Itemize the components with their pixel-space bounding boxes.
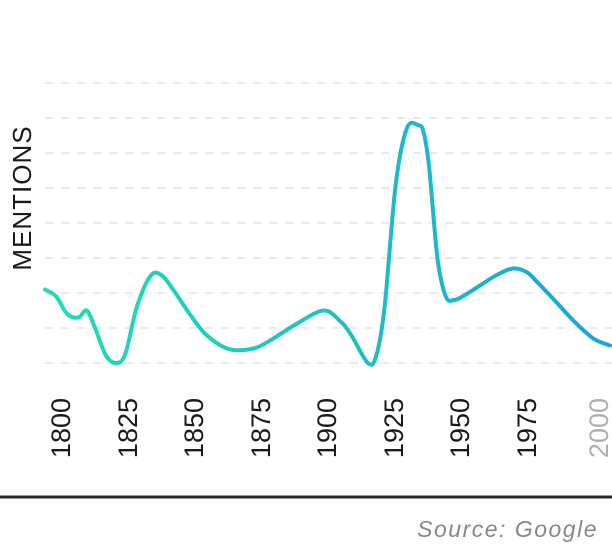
mentions-series-line xyxy=(43,120,612,367)
gridlines xyxy=(45,82,612,364)
x-axis-ticks: 1800 1825 1850 1875 1900 1925 1950 1975 2000 xyxy=(46,398,612,458)
x-tick-label-1850: 1850 xyxy=(179,398,209,458)
source-note: Source: Google xyxy=(417,516,598,542)
x-tick-label-1950: 1950 xyxy=(445,398,475,458)
x-tick-label-1900: 1900 xyxy=(312,398,342,458)
x-tick-label-1825: 1825 xyxy=(113,398,143,458)
x-tick-label-2000: 2000 xyxy=(584,398,612,458)
x-tick-label-1800: 1800 xyxy=(46,398,76,458)
x-tick-label-1925: 1925 xyxy=(379,398,409,458)
y-axis-label: MENTIONS xyxy=(7,125,37,270)
x-tick-label-1975: 1975 xyxy=(512,398,542,458)
x-tick-label-1875: 1875 xyxy=(246,398,276,458)
